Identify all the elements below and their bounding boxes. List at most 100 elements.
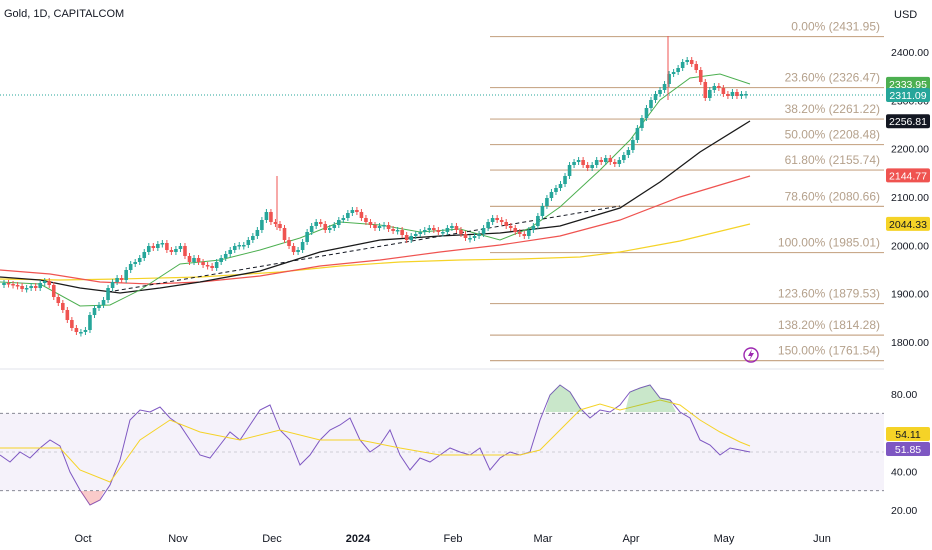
- fib-label: 38.20% (2261.22): [785, 102, 880, 116]
- candle-body: [653, 94, 658, 100]
- price-tag: [886, 87, 930, 102]
- candle-body: [228, 250, 233, 254]
- x-tick-label: Nov: [168, 533, 188, 545]
- candle-body: [373, 225, 377, 228]
- candle-body: [594, 160, 599, 165]
- sma100-line: [0, 175, 751, 285]
- candle-body: [165, 243, 169, 250]
- rsi-band: [0, 413, 884, 491]
- candle-body: [318, 222, 323, 224]
- candle-body: [554, 188, 558, 192]
- candle-body: [156, 244, 160, 248]
- candle-body: [513, 228, 518, 232]
- candle-body: [327, 228, 332, 230]
- candle-body: [332, 225, 337, 228]
- candle-body: [287, 240, 291, 246]
- candle-body: [15, 285, 20, 287]
- candle-body: [617, 160, 622, 164]
- candle-body: [24, 288, 29, 290]
- candle-body: [20, 286, 24, 289]
- rsi-tick-label: 80.00: [891, 389, 917, 401]
- candle-body: [61, 303, 65, 310]
- candle-body: [649, 100, 653, 108]
- y-tick-label: 1800.00: [891, 337, 929, 349]
- candle-body: [183, 246, 187, 256]
- candle-body: [386, 225, 391, 229]
- candles: [2, 36, 748, 337]
- x-tick-label: 2024: [346, 533, 371, 545]
- rsi-oversold-fill: [80, 491, 104, 505]
- price-tag-label: 2256.81: [889, 116, 927, 128]
- x-tick-label: Jun: [813, 533, 831, 545]
- candle-body: [481, 228, 486, 234]
- candle-body: [92, 308, 97, 315]
- candle-body: [413, 234, 418, 236]
- candle-body: [38, 283, 42, 288]
- fib-label: 78.60% (2080.66): [785, 189, 880, 203]
- y-tick-label: 2000.00: [891, 240, 929, 252]
- candle-body: [721, 88, 726, 94]
- candle-body: [146, 246, 151, 252]
- candle-body: [744, 94, 748, 96]
- candle-body: [106, 288, 110, 300]
- candle-body: [599, 160, 604, 162]
- candle-body: [540, 206, 545, 216]
- candle-body: [640, 118, 644, 128]
- candle-body: [314, 222, 318, 226]
- x-tick-label: Apr: [622, 533, 639, 545]
- currency-label: USD: [894, 9, 918, 21]
- candle-body: [631, 140, 635, 150]
- candle-body: [323, 224, 328, 230]
- candle-body: [603, 158, 608, 162]
- candle-body: [300, 242, 305, 250]
- candle-body: [409, 236, 413, 240]
- rsi-line: [0, 384, 751, 506]
- candle-body: [463, 234, 468, 238]
- candle-body: [495, 218, 499, 220]
- fib-label: 123.60% (1879.53): [778, 287, 880, 301]
- candle-body: [726, 94, 730, 96]
- x-tick-label: Mar: [534, 533, 553, 545]
- rsi-tag-label: 54.11: [895, 429, 921, 441]
- candle-body: [255, 230, 260, 236]
- candle-body: [187, 256, 192, 262]
- candle-body: [174, 249, 178, 252]
- candle-body: [269, 212, 273, 222]
- candle-body: [676, 68, 680, 72]
- candle-body: [205, 265, 210, 267]
- chart-title: Gold, 1D, CAPITALCOM: [4, 8, 125, 20]
- price-tag-label: 2044.33: [889, 219, 927, 231]
- candle-body: [359, 212, 364, 218]
- candle-body: [79, 332, 83, 334]
- candle-body: [192, 258, 196, 262]
- sma50-line: [0, 120, 751, 294]
- candle-body: [355, 210, 359, 212]
- candle-body: [730, 92, 735, 96]
- candle-body: [273, 222, 278, 224]
- candle-body: [364, 218, 368, 222]
- candle-body: [422, 230, 427, 232]
- candle-body: [662, 84, 667, 90]
- candle-body: [735, 92, 739, 96]
- candle-body: [708, 90, 712, 98]
- candle-body: [717, 86, 721, 88]
- candle-body: [305, 232, 309, 242]
- candle-body: [400, 230, 404, 235]
- candle-body: [486, 222, 490, 228]
- candle-body: [382, 225, 386, 227]
- candle-body: [472, 236, 477, 238]
- candle-body: [278, 224, 282, 228]
- candle-body: [441, 232, 445, 234]
- candle-body: [33, 286, 38, 288]
- candle-body: [585, 165, 590, 168]
- candle-body: [590, 165, 594, 168]
- y-tick-label: 2200.00: [891, 144, 929, 156]
- price-tag: [886, 216, 930, 231]
- candle-body: [608, 158, 613, 162]
- rsi-ma-line: [0, 399, 751, 483]
- candle-body: [2, 283, 6, 285]
- fib-label: 50.00% (2208.48): [785, 128, 880, 142]
- candle-body: [124, 270, 128, 280]
- candle-body: [572, 162, 576, 165]
